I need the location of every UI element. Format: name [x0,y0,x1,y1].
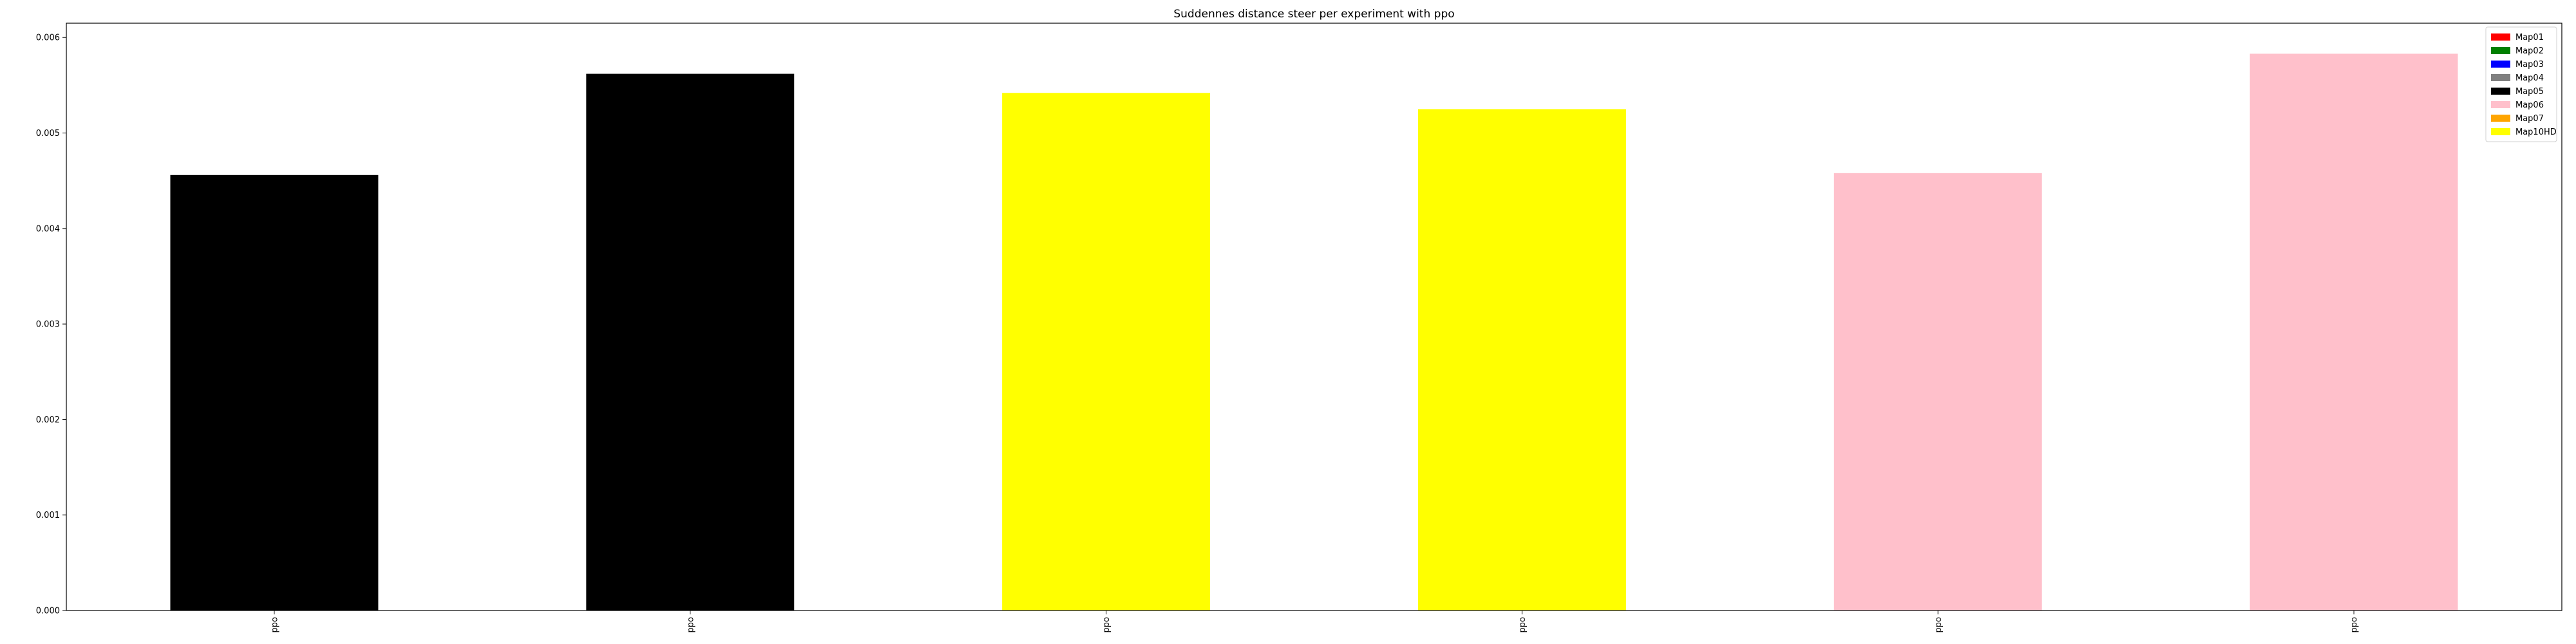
bar-6 [2249,53,2458,611]
y-tick-label: 0.006 [36,33,60,43]
x-tick-label: ppo [686,617,696,633]
bar-2 [586,73,795,611]
legend-swatch [2491,101,2510,108]
chart-title: Suddennes distance steer per experiment … [1173,8,1454,21]
x-axis: ppo ppo ppo ppo ppo ppo [270,611,2360,633]
legend-label: Map02 [2515,46,2544,56]
legend-swatch [2491,47,2510,54]
bar-3 [1002,93,1211,611]
x-tick-label: ppo [270,617,279,633]
y-axis: 0.000 0.001 0.002 0.003 0.004 0.005 0.006 [36,33,66,616]
plot-frame [66,23,2562,611]
legend-swatch [2491,61,2510,68]
bar-4 [1417,109,1626,611]
x-tick-label: ppo [1934,617,1944,633]
legend-label: Map06 [2515,100,2544,110]
legend-label: Map10HD [2515,128,2557,137]
legend-label: Map05 [2515,87,2544,97]
legend: Map01 Map02 Map03 Map04 Map05 Map06 Map07 Map10… [2485,26,2557,142]
y-tick-label: 0.002 [36,415,60,425]
bar-5 [1833,173,2042,611]
bars-layer [170,53,2458,611]
legend-swatch [2491,33,2510,41]
legend-label: Map01 [2515,33,2544,43]
bar-1 [170,175,379,611]
legend-swatch [2491,115,2510,122]
y-tick-label: 0.000 [36,607,60,616]
y-tick-label: 0.003 [36,320,60,330]
legend-box [2485,26,2557,142]
y-tick-label: 0.005 [36,129,60,138]
x-tick-label: ppo [2350,617,2360,633]
legend-label: Map07 [2515,114,2544,124]
y-tick-label: 0.001 [36,511,60,520]
x-tick-label: ppo [1102,617,1112,633]
legend-label: Map04 [2515,73,2544,83]
x-tick-label: ppo [1518,617,1528,633]
y-tick-label: 0.004 [36,224,60,234]
legend-swatch [2491,74,2510,81]
legend-label: Map03 [2515,60,2544,70]
legend-swatch [2491,128,2510,135]
legend-swatch [2491,88,2510,95]
